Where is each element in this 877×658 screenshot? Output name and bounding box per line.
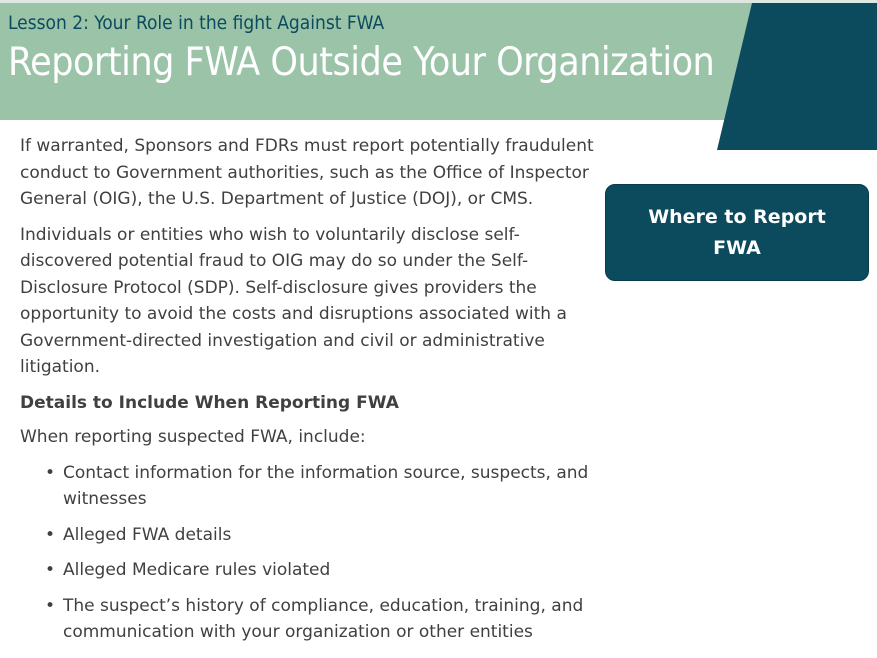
lesson-label: Lesson 2: Your Role in the fight Against… — [8, 12, 385, 34]
bullet-icon: • — [45, 595, 56, 616]
bullet-icon: • — [45, 524, 56, 545]
list-item-text: Alleged Medicare rules violated — [63, 560, 331, 580]
header-accent-polygon — [717, 3, 877, 150]
page-title: Reporting FWA Outside Your Organization — [8, 40, 715, 85]
list-item: • Alleged FWA details — [44, 522, 600, 549]
list-item-text: Alleged FWA details — [63, 524, 232, 545]
bullet-icon: • — [45, 462, 56, 483]
list-item-text: The suspect’s history of compliance, edu… — [63, 595, 584, 643]
list-item-text: Contact information for the information … — [63, 462, 589, 510]
bullet-icon: • — [45, 560, 56, 580]
where-to-report-label: Where to Report FWA — [648, 205, 826, 259]
details-subheading: Details to Include When Reporting FWA — [20, 392, 399, 413]
top-divider-line — [0, 0, 877, 3]
details-intro: When reporting suspected FWA, include: — [20, 427, 366, 447]
list-item: • Alleged Medicare rules violated — [44, 557, 600, 584]
list-item: • The suspect’s history of compliance, ed… — [44, 593, 600, 646]
paragraph-reporting-authorities: If warranted, Sponsors and FDRs must rep… — [20, 136, 594, 209]
paragraph-self-disclosure: Individuals or entities who wish to volu… — [20, 224, 567, 378]
details-list: • Contact information for the information… — [20, 460, 600, 646]
main-content: If warranted, Sponsors and FDRs must rep… — [20, 133, 600, 655]
list-item: • Contact information for the information… — [44, 460, 600, 513]
header-accent-shape — [717, 3, 877, 150]
where-to-report-button[interactable]: Where to Report FWA — [605, 184, 869, 281]
